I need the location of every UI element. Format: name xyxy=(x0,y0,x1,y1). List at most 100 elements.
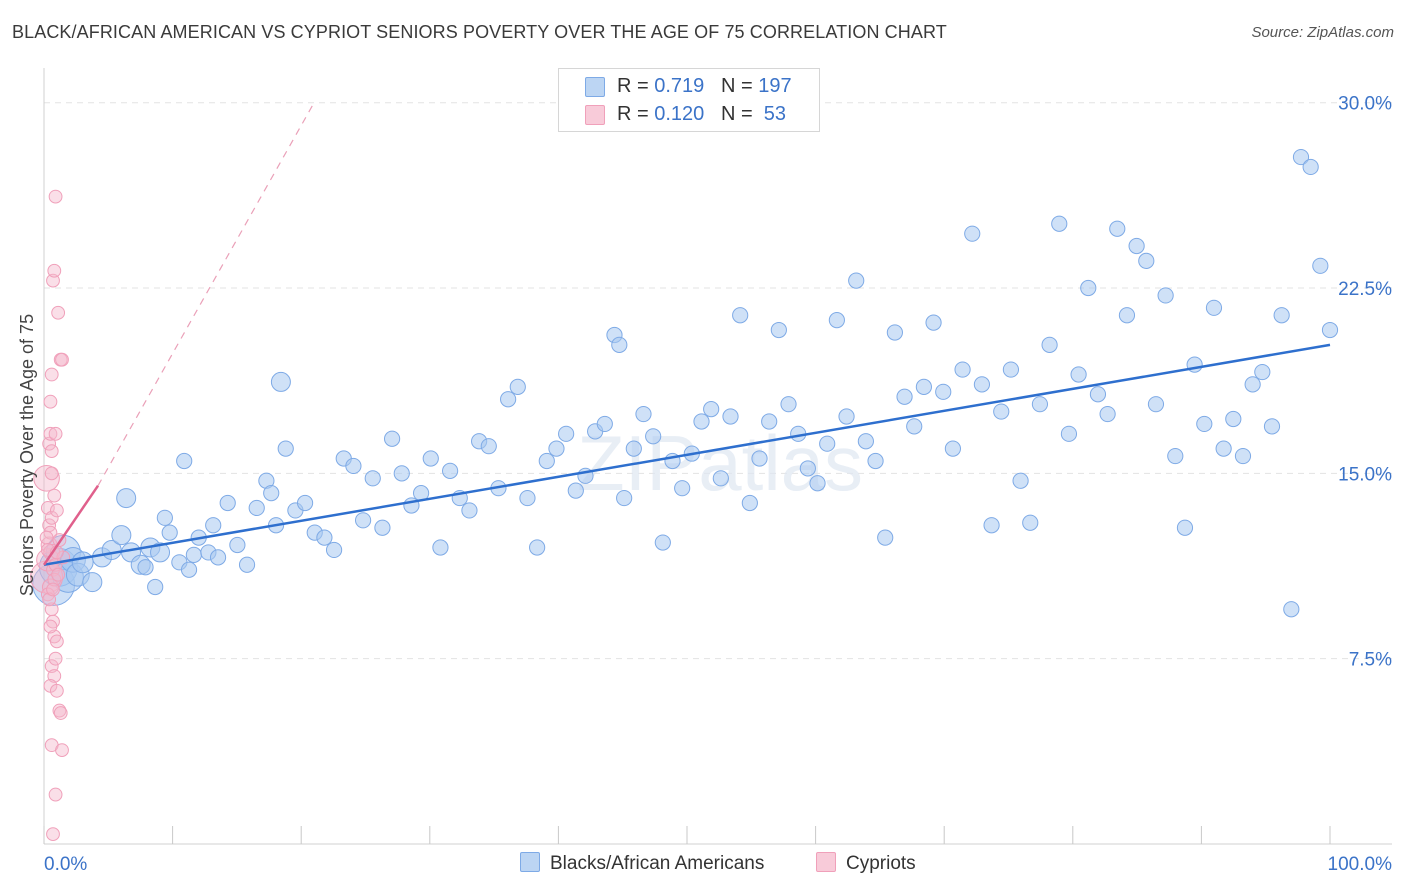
point-blacks xyxy=(185,546,202,563)
point-blacks xyxy=(838,408,855,425)
point-blacks xyxy=(296,494,314,512)
point-blacks xyxy=(461,502,478,519)
point-blacks xyxy=(674,480,691,497)
point-blacks xyxy=(1157,287,1174,304)
point-blacks xyxy=(364,470,381,487)
point-blacks xyxy=(1012,472,1029,489)
r-label: R = xyxy=(617,75,649,97)
point-cypriots xyxy=(46,273,60,288)
legend-row-cypriots: R = 0.120 N = 53 xyxy=(585,100,786,128)
point-blacks xyxy=(925,314,942,331)
point-blacks xyxy=(877,529,894,546)
point-blacks xyxy=(944,440,962,457)
point-blacks xyxy=(500,391,517,408)
point-blacks xyxy=(538,452,555,470)
point-blacks xyxy=(509,378,526,395)
r-label: R = xyxy=(617,103,649,125)
point-blacks xyxy=(1089,386,1107,403)
point-blacks xyxy=(548,440,565,457)
point-blacks xyxy=(205,517,222,534)
legend-swatch-blacks xyxy=(520,852,540,872)
point-cypriots xyxy=(43,619,58,634)
point-blacks xyxy=(1128,237,1145,255)
legend-label-blacks: Blacks/African Americans xyxy=(550,853,765,874)
y-tick-label: 15.0% xyxy=(1338,464,1392,485)
n-label: N = xyxy=(720,75,753,97)
point-blacks xyxy=(857,433,874,450)
point-blacks xyxy=(915,378,932,395)
point-blacks xyxy=(519,489,536,507)
point-cypriots xyxy=(47,488,62,503)
point-blacks xyxy=(770,321,787,339)
point-blacks xyxy=(616,489,633,507)
x-tick-label: 100.0% xyxy=(1328,854,1393,875)
point-blacks xyxy=(1099,405,1116,423)
point-blacks xyxy=(828,312,845,329)
legend-swatch-cypriots xyxy=(816,852,836,872)
source-label: Source: ZipAtlas.com xyxy=(1251,24,1394,41)
point-blacks xyxy=(645,428,662,445)
point-blacks xyxy=(809,475,826,492)
point-cypriots xyxy=(55,743,69,758)
legend-row-blacks: R = 0.719 N = 197 xyxy=(585,72,792,100)
trend-line-blacks xyxy=(43,343,1331,567)
point-cypriots xyxy=(46,582,60,597)
point-blacks xyxy=(741,494,758,512)
point-cypriots xyxy=(40,587,55,602)
point-blacks xyxy=(277,440,294,457)
point-blacks xyxy=(611,336,628,353)
trend-line-cypriots-extended xyxy=(97,102,315,487)
point-blacks xyxy=(1254,363,1271,381)
point-blacks xyxy=(993,403,1010,420)
point-blacks xyxy=(848,272,865,289)
point-cypriots xyxy=(46,827,60,842)
point-blacks xyxy=(383,430,401,447)
point-blacks xyxy=(906,418,923,435)
point-cypriots xyxy=(51,567,66,582)
point-cypriots xyxy=(53,706,68,720)
point-cypriots xyxy=(44,466,59,481)
point-blacks xyxy=(480,438,497,455)
point-cypriots xyxy=(48,189,63,204)
y-tick-label: 7.5% xyxy=(1349,650,1392,671)
point-blacks xyxy=(229,536,246,554)
point-blacks xyxy=(751,450,768,467)
point-blacks xyxy=(1002,361,1020,378)
n-label: N = xyxy=(720,103,753,125)
point-blacks xyxy=(209,549,227,566)
chart-title: BLACK/AFRICAN AMERICAN VS CYPRIOT SENIOR… xyxy=(12,22,947,42)
point-blacks xyxy=(442,462,459,479)
point-blacks xyxy=(596,415,613,433)
point-blacks xyxy=(432,539,449,556)
point-blacks xyxy=(712,470,729,487)
legend-item-cypriots[interactable]: Cypriots xyxy=(816,852,916,876)
point-cypriots xyxy=(48,787,63,802)
point-blacks xyxy=(867,452,884,470)
point-cypriots xyxy=(47,263,62,278)
point-cypriots xyxy=(42,436,57,451)
point-blacks xyxy=(1263,418,1281,435)
point-blacks xyxy=(558,425,575,442)
n-value: 197 xyxy=(758,75,792,97)
point-blacks xyxy=(1060,425,1078,442)
point-blacks xyxy=(935,383,952,400)
point-blacks xyxy=(1321,321,1339,339)
point-blacks xyxy=(1109,220,1126,237)
point-blacks xyxy=(625,440,642,457)
point-blacks xyxy=(1292,148,1310,166)
point-blacks xyxy=(147,578,164,596)
point-blacks xyxy=(1138,252,1155,269)
point-blacks xyxy=(954,361,971,378)
point-blacks xyxy=(1041,336,1058,353)
point-blacks xyxy=(886,324,903,341)
point-blacks xyxy=(983,517,1000,534)
point-blacks xyxy=(964,225,981,242)
point-blacks xyxy=(654,534,671,551)
point-blacks xyxy=(799,460,816,477)
r-value: 0.120 xyxy=(654,103,705,125)
point-blacks xyxy=(1167,447,1184,465)
correlation-legend: R = 0.719 N = 197 R = 0.120 N = 53 xyxy=(558,68,820,132)
legend-item-blacks[interactable]: Blacks/African Americans xyxy=(520,852,764,876)
point-blacks xyxy=(1051,215,1068,232)
point-blacks xyxy=(1302,158,1319,176)
